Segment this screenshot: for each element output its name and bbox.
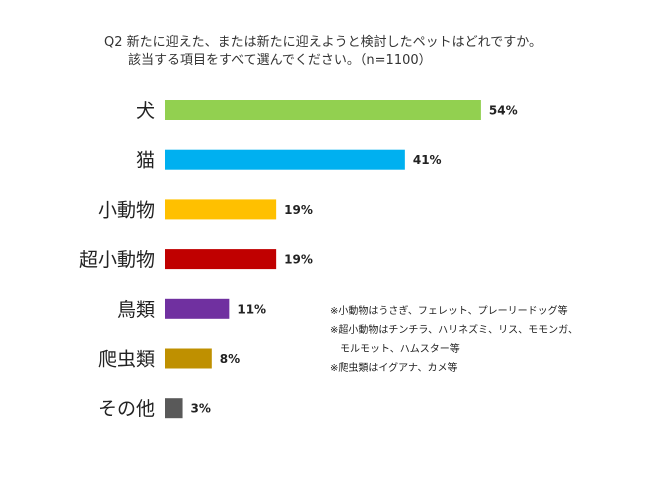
- value-label: 41%: [413, 153, 442, 167]
- category-label: その他: [98, 398, 155, 420]
- category-label: 犬: [136, 100, 155, 122]
- note-small-animals: ※小動物はうさぎ、フェレット、プレーリードッグ等: [330, 306, 568, 317]
- note-tiny-animals: ※超小動物はチンチラ、ハリネズミ、リス、モモンガ、: [330, 325, 578, 336]
- value-label: 19%: [284, 253, 313, 267]
- category-label: 鳥類: [117, 299, 155, 321]
- value-label: 54%: [489, 104, 518, 118]
- value-label: 8%: [220, 352, 240, 366]
- category-label: 小動物: [98, 199, 155, 221]
- category-label: 爬虫類: [98, 349, 155, 371]
- chart-title: Q2 新たに迎えた、または新たに迎えようと検討したペットはどれですか。 該当する…: [104, 34, 542, 70]
- footnotes: ※小動物はうさぎ、フェレット、プレーリードッグ等 ※超小動物はチンチラ、ハリネズ…: [330, 302, 578, 378]
- title-line-1: Q2 新たに迎えた、または新たに迎えようと検討したペットはどれですか。: [104, 35, 542, 50]
- note-tiny-animals-cont: モルモット、ハムスター等: [340, 344, 460, 355]
- bar: [165, 100, 481, 120]
- value-label: 11%: [237, 302, 266, 316]
- bar: [165, 249, 277, 270]
- bar: [165, 149, 405, 170]
- bar: [165, 348, 212, 369]
- value-label: 3%: [191, 402, 211, 416]
- bar: [165, 398, 183, 419]
- category-label: 超小動物: [79, 249, 155, 271]
- note-reptiles: ※爬虫類はイグアナ、カメ等: [330, 363, 458, 374]
- value-label: 19%: [284, 203, 313, 217]
- bar: [165, 298, 230, 319]
- bar: [165, 199, 277, 220]
- category-label: 猫: [136, 150, 155, 172]
- title-line-2: 該当する項目をすべて選んでください。（n=1100）: [128, 53, 432, 68]
